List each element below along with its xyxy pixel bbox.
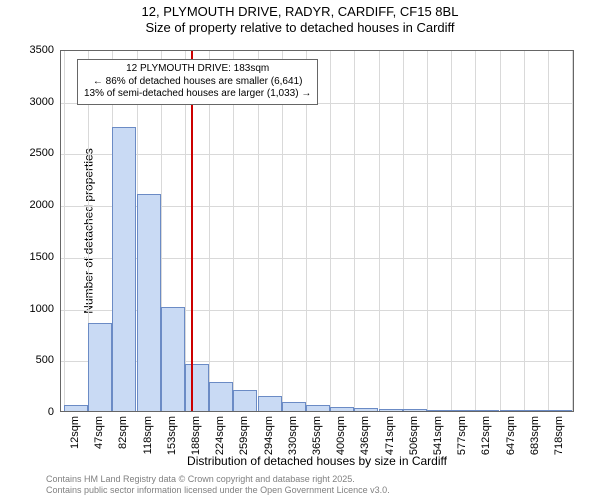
x-tick-label: 577sqm: [456, 416, 468, 455]
x-tick-label: 294sqm: [263, 416, 275, 455]
gridline-v: [306, 51, 307, 411]
x-tick-label: 330sqm: [287, 416, 299, 455]
x-tick-label: 118sqm: [142, 416, 154, 454]
x-tick-label: 718sqm: [553, 416, 565, 455]
histogram-bar: [475, 410, 499, 411]
histogram-bar: [137, 194, 161, 411]
gridline-v: [185, 51, 186, 411]
plot-area: 12 PLYMOUTH DRIVE: 183sqm← 86% of detach…: [60, 50, 574, 412]
gridline-v: [330, 51, 331, 411]
histogram-bar: [112, 127, 136, 411]
x-tick-label: 82sqm: [117, 416, 129, 449]
histogram-bar: [258, 396, 282, 412]
x-tick-label: 153sqm: [166, 416, 178, 455]
gridline-v: [427, 51, 428, 411]
chart-container: 12, PLYMOUTH DRIVE, RADYR, CARDIFF, CF15…: [0, 0, 600, 500]
histogram-bar: [282, 402, 306, 411]
title-line-2: Size of property relative to detached ho…: [0, 20, 600, 36]
y-tick-label: 0: [4, 406, 54, 418]
footnote: Contains HM Land Registry data © Crown c…: [46, 474, 390, 497]
histogram-bar: [161, 307, 185, 411]
x-tick-label: 683sqm: [529, 416, 541, 455]
gridline-v: [524, 51, 525, 411]
histogram-bar: [88, 323, 112, 411]
y-tick-label: 3500: [4, 44, 54, 56]
gridline-v: [500, 51, 501, 411]
x-tick-label: 506sqm: [408, 416, 420, 455]
x-tick-label: 436sqm: [359, 416, 371, 455]
histogram-bar: [451, 410, 475, 411]
histogram-bar: [64, 405, 88, 411]
gridline-h: [61, 154, 573, 155]
x-tick-label: 400sqm: [335, 416, 347, 455]
gridline-v: [233, 51, 234, 411]
histogram-bar: [427, 410, 451, 411]
annotation-line: ← 86% of detached houses are smaller (6,…: [84, 76, 311, 89]
y-tick-label: 1500: [4, 251, 54, 263]
y-tick-label: 1000: [4, 303, 54, 315]
histogram-bar: [403, 409, 427, 411]
annotation-line: 12 PLYMOUTH DRIVE: 183sqm: [84, 63, 311, 76]
histogram-bar: [524, 410, 548, 411]
y-tick-label: 3000: [4, 96, 54, 108]
histogram-bar: [379, 409, 403, 411]
x-tick-label: 224sqm: [214, 416, 226, 455]
gridline-v: [64, 51, 65, 411]
x-tick-label: 188sqm: [190, 416, 202, 455]
x-tick-label: 647sqm: [505, 416, 517, 455]
x-tick-label: 541sqm: [432, 416, 444, 455]
y-tick-label: 500: [4, 354, 54, 366]
x-tick-label: 471sqm: [384, 416, 396, 455]
subject-marker-line: [191, 51, 193, 411]
title-line-1: 12, PLYMOUTH DRIVE, RADYR, CARDIFF, CF15…: [0, 4, 600, 20]
chart-title: 12, PLYMOUTH DRIVE, RADYR, CARDIFF, CF15…: [0, 4, 600, 37]
gridline-v: [258, 51, 259, 411]
y-tick-label: 2000: [4, 199, 54, 211]
gridline-v: [209, 51, 210, 411]
y-tick-label: 2500: [4, 147, 54, 159]
histogram-bar: [306, 405, 330, 411]
x-axis-label: Distribution of detached houses by size …: [60, 454, 574, 468]
x-tick-label: 365sqm: [311, 416, 323, 455]
annotation-callout: 12 PLYMOUTH DRIVE: 183sqm← 86% of detach…: [77, 59, 318, 105]
gridline-v: [475, 51, 476, 411]
footnote-line-1: Contains HM Land Registry data © Crown c…: [46, 474, 390, 485]
gridline-v: [451, 51, 452, 411]
histogram-bar: [209, 382, 233, 411]
footnote-line-2: Contains public sector information licen…: [46, 485, 390, 496]
gridline-v: [354, 51, 355, 411]
histogram-bar: [548, 410, 572, 411]
x-tick-label: 47sqm: [93, 416, 105, 449]
gridline-v: [572, 51, 573, 411]
x-tick-label: 612sqm: [480, 416, 492, 455]
gridline-v: [548, 51, 549, 411]
histogram-bar: [233, 390, 257, 411]
gridline-v: [379, 51, 380, 411]
x-tick-label: 259sqm: [238, 416, 250, 455]
annotation-line: 13% of semi-detached houses are larger (…: [84, 88, 311, 101]
x-tick-label: 12sqm: [69, 416, 81, 449]
histogram-bar: [500, 410, 524, 411]
gridline-v: [282, 51, 283, 411]
gridline-v: [403, 51, 404, 411]
histogram-bar: [330, 407, 354, 411]
histogram-bar: [354, 408, 378, 411]
histogram-bar: [185, 364, 209, 411]
